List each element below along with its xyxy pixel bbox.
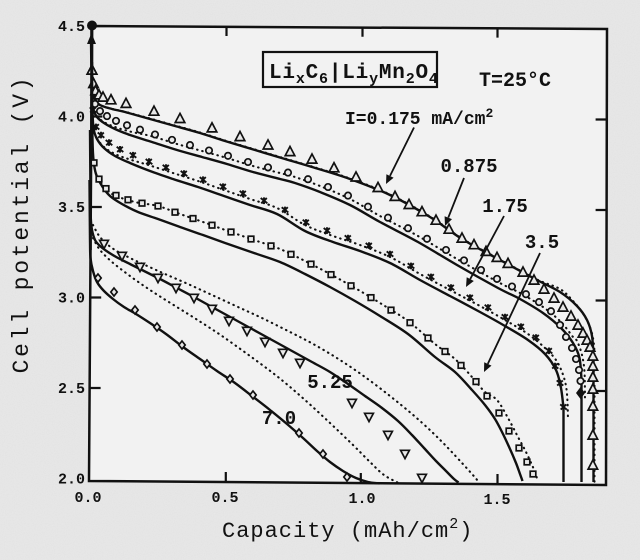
svg-text:1.0: 1.0: [348, 491, 375, 508]
svg-text:Cell potential (V): Cell potential (V): [9, 75, 35, 374]
svg-text:0.875: 0.875: [440, 156, 497, 178]
svg-text:3.5: 3.5: [525, 232, 559, 254]
svg-text:0.5: 0.5: [211, 490, 238, 507]
svg-text:2.5: 2.5: [58, 381, 85, 398]
svg-text:0.0: 0.0: [74, 490, 101, 507]
svg-text:4.0: 4.0: [58, 110, 85, 127]
svg-text:T=25°C: T=25°C: [479, 70, 551, 93]
svg-text:2.0: 2.0: [58, 472, 85, 489]
svg-text:I=0.175 mA/cm2: I=0.175 mA/cm2: [345, 106, 493, 130]
svg-text:Capacity (mAh/cm2): Capacity (mAh/cm2): [222, 516, 473, 544]
svg-text:5.25: 5.25: [307, 372, 353, 394]
svg-text:4.5: 4.5: [58, 19, 85, 36]
svg-text:3.5: 3.5: [58, 200, 85, 217]
svg-text:7.0: 7.0: [262, 408, 296, 430]
svg-text:1.5: 1.5: [483, 492, 510, 509]
svg-text:3.0: 3.0: [58, 291, 85, 308]
svg-text:1.75: 1.75: [482, 196, 528, 218]
